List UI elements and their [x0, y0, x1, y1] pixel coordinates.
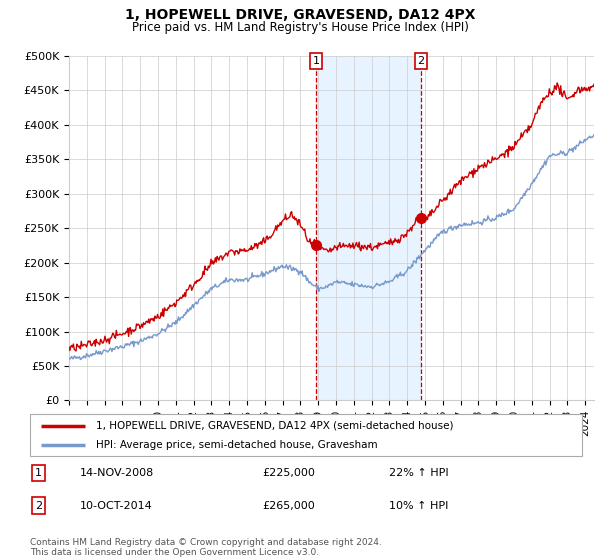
- Text: £265,000: £265,000: [262, 501, 314, 511]
- Text: 14-NOV-2008: 14-NOV-2008: [80, 468, 154, 478]
- Text: Contains HM Land Registry data © Crown copyright and database right 2024.
This d: Contains HM Land Registry data © Crown c…: [30, 538, 382, 557]
- Text: 1: 1: [35, 468, 42, 478]
- Text: 1, HOPEWELL DRIVE, GRAVESEND, DA12 4PX (semi-detached house): 1, HOPEWELL DRIVE, GRAVESEND, DA12 4PX (…: [96, 421, 454, 431]
- Text: £225,000: £225,000: [262, 468, 315, 478]
- Text: 10-OCT-2014: 10-OCT-2014: [80, 501, 152, 511]
- Text: Price paid vs. HM Land Registry's House Price Index (HPI): Price paid vs. HM Land Registry's House …: [131, 21, 469, 34]
- Text: 10% ↑ HPI: 10% ↑ HPI: [389, 501, 448, 511]
- Text: 2: 2: [35, 501, 42, 511]
- Text: 2: 2: [418, 56, 425, 66]
- Text: 22% ↑ HPI: 22% ↑ HPI: [389, 468, 448, 478]
- Text: 1, HOPEWELL DRIVE, GRAVESEND, DA12 4PX: 1, HOPEWELL DRIVE, GRAVESEND, DA12 4PX: [125, 8, 475, 22]
- Text: 1: 1: [313, 56, 319, 66]
- Text: HPI: Average price, semi-detached house, Gravesham: HPI: Average price, semi-detached house,…: [96, 440, 378, 450]
